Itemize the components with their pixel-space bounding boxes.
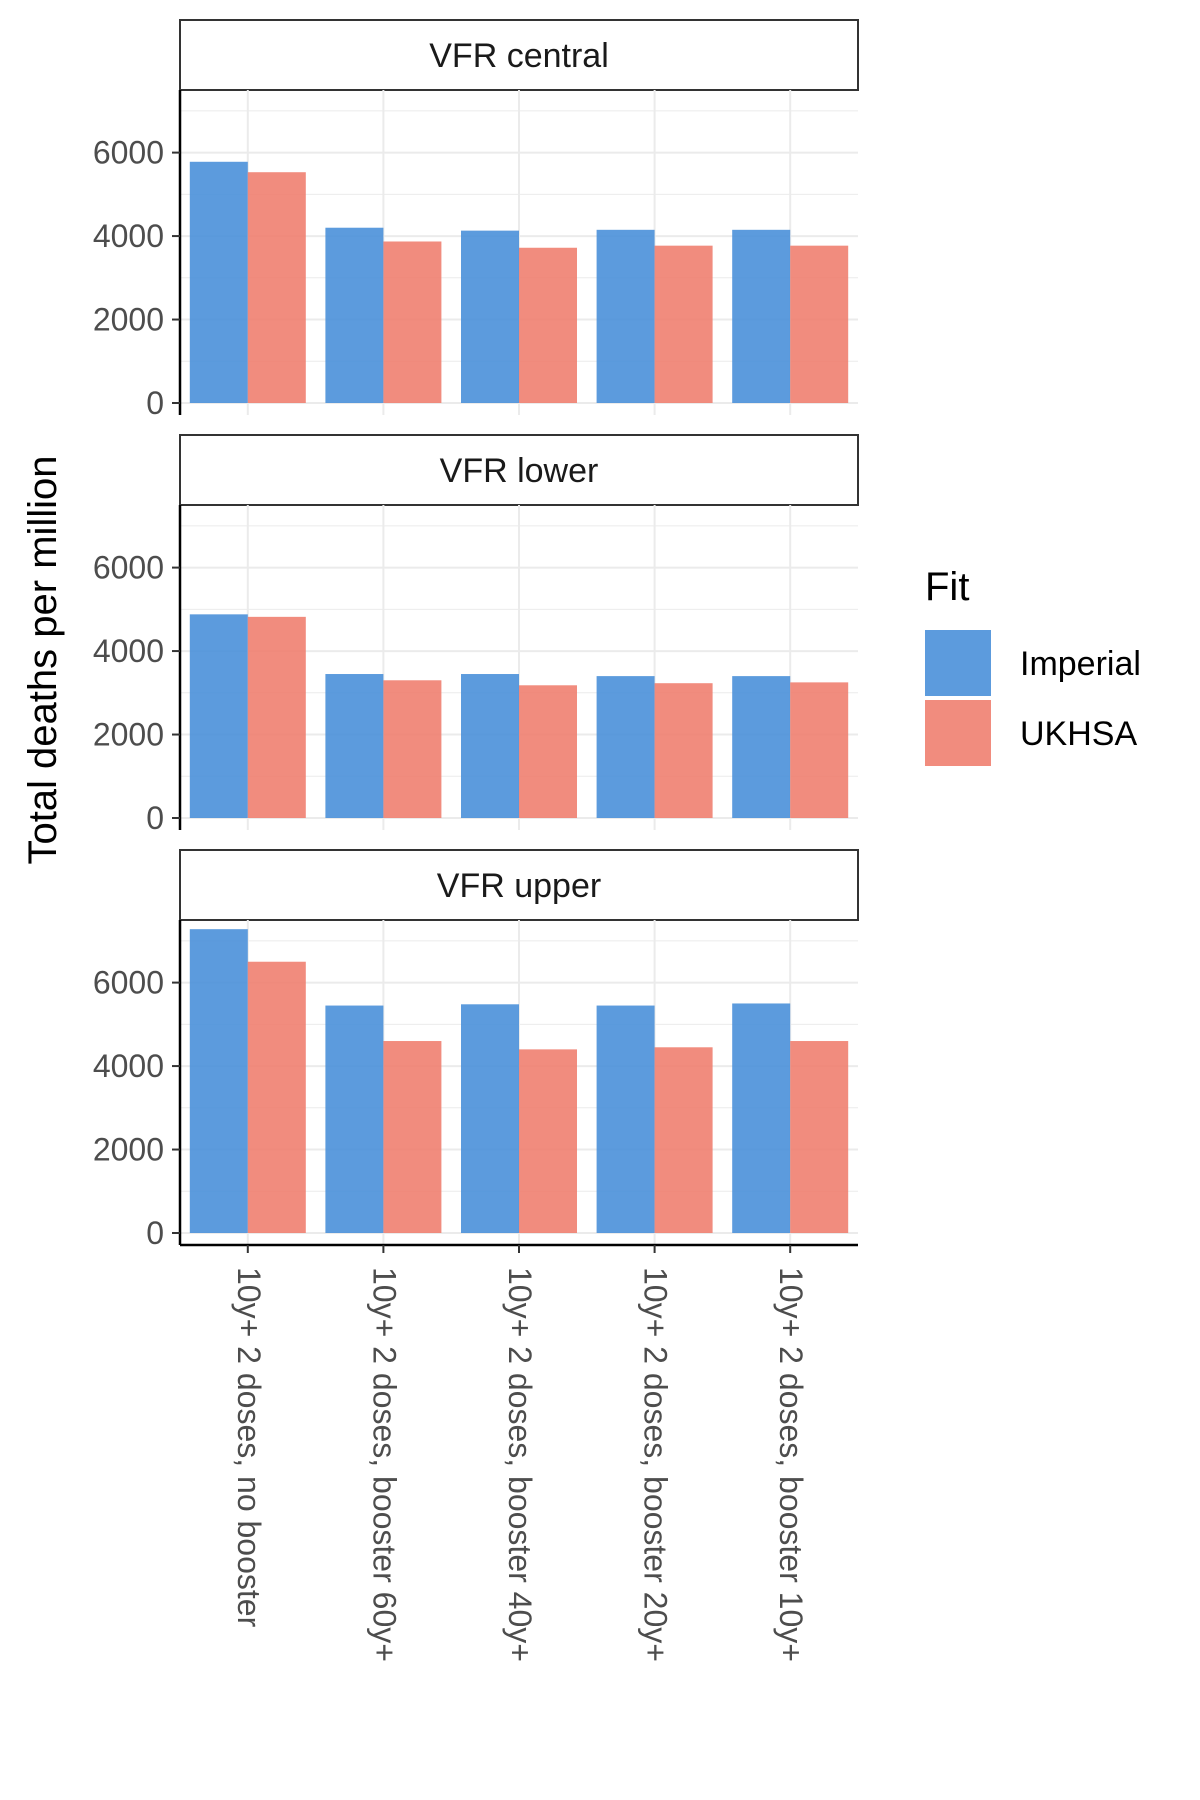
x-tick-label: 10y+ 2 doses, booster 40y+ [502, 1267, 538, 1662]
bar-ukhsa-3 [519, 247, 577, 403]
y-tick-label: 4000 [93, 218, 164, 254]
y-tick-label: 2000 [93, 1132, 164, 1168]
y-tick-label: 2000 [93, 717, 164, 753]
bar-ukhsa-3 [519, 685, 577, 818]
bar-ukhsa-1 [247, 616, 306, 818]
x-tick-label: 10y+ 2 doses, booster 60y+ [366, 1267, 402, 1662]
bar-imperial-5 [732, 229, 791, 403]
y-tick-label: 4000 [93, 1048, 164, 1084]
bar-imperial-5 [732, 1003, 791, 1233]
legend-title: Fit [925, 565, 969, 609]
bar-ukhsa-5 [790, 1041, 849, 1233]
legend: Fit Imperial UKHSA [925, 565, 1141, 766]
bar-imperial-1 [189, 161, 248, 403]
bar-imperial-1 [189, 929, 248, 1233]
bar-ukhsa-2 [383, 680, 442, 818]
panel-1: VFR central 0 2000 4000 6000 [93, 19, 859, 421]
panels: VFR central 0 2000 4000 6000 VFR lower 0 2000 40… [93, 19, 859, 1251]
bar-imperial-1 [189, 614, 248, 818]
facet-title: VFR upper [437, 867, 601, 905]
y-tick-label: 6000 [93, 135, 164, 171]
bar-ukhsa-5 [790, 682, 849, 818]
bar-ukhsa-5 [790, 245, 849, 403]
y-tick-label: 6000 [93, 965, 164, 1001]
bar-ukhsa-2 [383, 1041, 442, 1233]
bar-imperial-2 [325, 674, 384, 818]
legend-key-imperial [925, 630, 991, 696]
y-axis-title: Total deaths per million [21, 455, 65, 864]
bar-imperial-3 [461, 1004, 519, 1233]
bar-imperial-4 [596, 1005, 655, 1233]
y-tick-label: 0 [146, 800, 164, 836]
y-tick-label: 0 [146, 1215, 164, 1251]
x-tick-label: 10y+ 2 doses, booster 20y+ [638, 1267, 674, 1662]
y-tick-label: 2000 [93, 302, 164, 338]
bar-ukhsa-4 [654, 245, 713, 403]
facet-strip [179, 849, 859, 921]
bar-ukhsa-3 [519, 1049, 577, 1233]
bar-ukhsa-1 [247, 172, 306, 403]
facet-title: VFR lower [440, 452, 599, 490]
legend-label-imperial: Imperial [1020, 645, 1141, 683]
facet-strip [179, 434, 859, 506]
x-tick-label: 10y+ 2 doses, booster 10y+ [773, 1267, 809, 1662]
bar-imperial-2 [325, 227, 384, 403]
x-axis: 10y+ 2 doses, no booster 10y+ 2 doses, bo… [180, 1243, 858, 1662]
bar-ukhsa-4 [654, 1047, 713, 1233]
legend-label-ukhsa: UKHSA [1020, 715, 1137, 753]
legend-key-ukhsa [925, 700, 991, 766]
x-tick-label: 10y+ 2 doses, no booster [231, 1267, 267, 1628]
panel-2: VFR lower 0 2000 4000 6000 [93, 434, 859, 836]
y-tick-label: 0 [146, 385, 164, 421]
bar-imperial-4 [596, 676, 655, 818]
y-tick-label: 6000 [93, 550, 164, 586]
bar-ukhsa-4 [654, 683, 713, 818]
y-tick-label: 4000 [93, 633, 164, 669]
bar-imperial-2 [325, 1005, 384, 1233]
bar-imperial-3 [461, 674, 519, 818]
bar-ukhsa-2 [383, 241, 442, 403]
bar-imperial-4 [596, 229, 655, 403]
facet-strip [179, 19, 859, 91]
panel-3: VFR upper 0 2000 4000 6000 [93, 849, 859, 1251]
bar-imperial-5 [732, 676, 791, 818]
facet-title: VFR central [429, 37, 609, 75]
bar-imperial-3 [461, 230, 519, 403]
bar-ukhsa-1 [247, 961, 306, 1233]
